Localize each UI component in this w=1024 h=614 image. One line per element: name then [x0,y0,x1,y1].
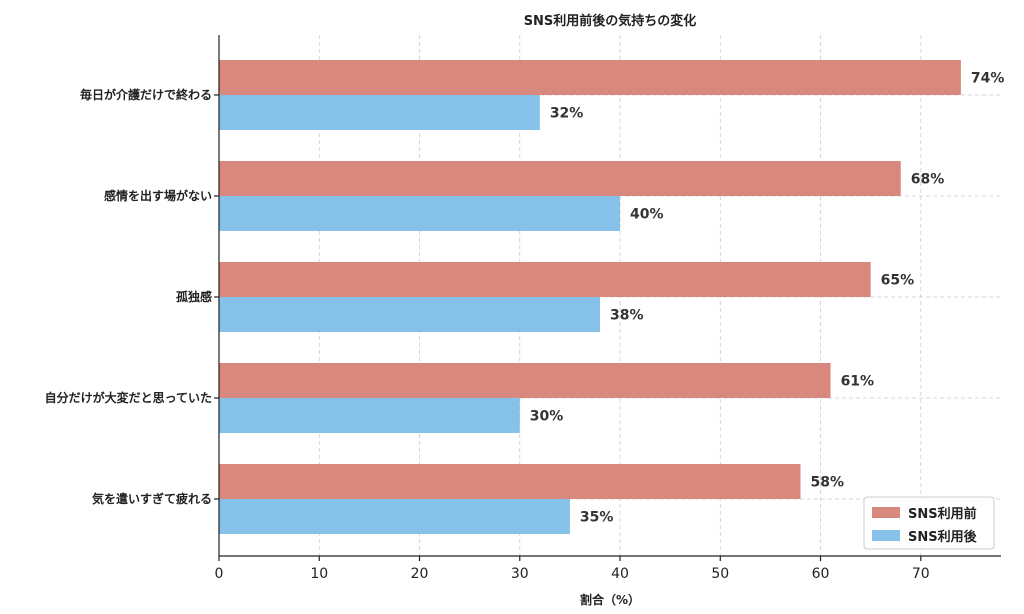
category-label: 気を遣いすぎて疲れる [92,491,212,506]
data-label: 61% [841,374,875,390]
category-label: 孤独感 [176,289,212,304]
category-labels: 毎日が介護だけで終わる感情を出す場がない孤独感自分だけが大変だと思っていた気を遣… [45,87,219,506]
data-label: 74% [971,71,1005,87]
x-ticks: 0 10 20 30 40 50 60 70 [215,556,930,582]
bars-layer [219,60,961,534]
bar-series-1 [219,60,961,95]
chart-title: SNS利用前後の気持ちの変化 [524,13,697,29]
x-tick-label: 0 [215,566,224,582]
data-label: 40% [630,207,664,223]
data-label: 58% [810,475,844,491]
bar-series-1 [219,262,871,297]
x-tick-label: 40 [611,566,629,582]
x-tick-label: 20 [411,566,429,582]
data-label: 68% [911,172,945,188]
x-axis-label: 割合（%） [580,592,640,607]
bar-series-2 [219,499,570,534]
x-tick-label: 50 [711,566,729,582]
x-tick-label: 60 [812,566,830,582]
category-label: 感情を出す場がない [104,188,212,203]
bar-series-1 [219,464,801,499]
x-tick-label: 30 [511,566,529,582]
data-label: 65% [881,273,915,289]
bar-series-2 [219,196,621,231]
data-label: 30% [530,409,564,425]
legend: SNS利用前 SNS利用後 [863,496,995,550]
legend-swatch [872,530,900,541]
category-label: 自分だけが大変だと思っていた [45,390,212,405]
labels-layer: 74% 68% 65% 61% 58% 32% 40% 38% 30% 35% [530,71,1005,526]
category-label: 毎日が介護だけで終わる [80,87,212,102]
bar-series-2 [219,398,520,433]
data-label: 38% [610,308,644,324]
legend-label: SNS利用後 [908,529,978,545]
bar-series-2 [219,297,600,332]
data-label: 35% [580,510,614,526]
bar-series-1 [219,161,901,196]
legend-label: SNS利用前 [908,506,977,522]
x-tick-label: 10 [310,566,328,582]
legend-swatch [872,507,900,518]
x-tick-label: 70 [912,566,930,582]
bar-series-2 [219,95,540,130]
bar-series-1 [219,363,831,398]
data-label: 32% [550,106,584,122]
